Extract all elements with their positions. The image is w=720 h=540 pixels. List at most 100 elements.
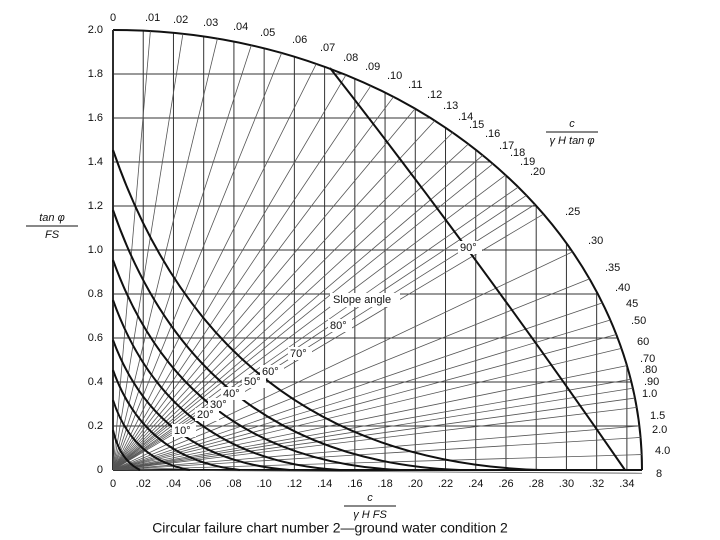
y-tick-label: 1.4 xyxy=(88,156,103,168)
x-tick-label: .18 xyxy=(377,478,392,490)
slope-curve xyxy=(112,149,541,471)
radial-label: .80 xyxy=(642,364,657,376)
radial-line xyxy=(112,96,394,471)
slope-label-bg xyxy=(458,241,482,254)
radial-line xyxy=(112,437,641,471)
radial-line xyxy=(112,387,633,471)
x-tick-label: .10 xyxy=(256,478,271,490)
radial-label: .14 xyxy=(458,111,473,123)
slope-title: Slope angle xyxy=(333,294,391,306)
y-tick-label: 0.6 xyxy=(88,332,103,344)
radial-label: 1.0 xyxy=(642,388,657,400)
y-tick-label: 0.4 xyxy=(88,376,103,388)
slope-label-bg xyxy=(172,424,196,437)
x-tick-label: .12 xyxy=(287,478,302,490)
slope-label-bg xyxy=(208,398,232,411)
slope-label: 60° xyxy=(262,366,279,378)
x-tick-label: .24 xyxy=(468,478,483,490)
y-tick-label: 0.2 xyxy=(88,420,103,432)
radial-label: .90 xyxy=(644,376,659,388)
radial-label: .09 xyxy=(365,61,380,73)
y-tick-label: 0 xyxy=(97,464,103,476)
radial-label: .20 xyxy=(530,166,545,178)
radial-line xyxy=(112,33,184,471)
radial-line xyxy=(112,85,372,471)
x-tick-label: .04 xyxy=(166,478,181,490)
y-label-den: FS xyxy=(45,229,60,241)
radial-label: .05 xyxy=(260,27,275,39)
radial-label: .13 xyxy=(443,100,458,112)
y-tick-label: 2.0 xyxy=(88,24,103,36)
slope-label-bg xyxy=(328,319,352,332)
slope-curve xyxy=(112,259,401,471)
radial-label: .30 xyxy=(588,235,603,247)
radial-line xyxy=(112,45,252,471)
y-tick-label: 1.2 xyxy=(88,200,103,212)
slope-label: 10° xyxy=(174,425,191,437)
slope-label: 80° xyxy=(330,320,347,332)
y-tick-label: 1.8 xyxy=(88,68,103,80)
radial-line xyxy=(112,163,494,471)
radial-label: .02 xyxy=(173,14,188,26)
slope-curve xyxy=(112,429,141,471)
radial-line xyxy=(112,120,436,471)
y-tick-label: 0.8 xyxy=(88,288,103,300)
slope-label: 30° xyxy=(210,399,227,411)
radial-label: 8 xyxy=(656,468,662,480)
radial-line xyxy=(112,31,151,471)
slope-label: 90° xyxy=(460,242,477,254)
radial-line xyxy=(112,74,347,471)
radial-label: .01 xyxy=(145,12,160,24)
radial-line xyxy=(112,425,640,471)
x-tick-label: .20 xyxy=(408,478,423,490)
slope-curve xyxy=(112,399,191,471)
slope-label-bg xyxy=(288,347,312,360)
radial-label: .35 xyxy=(605,262,620,274)
radial-line xyxy=(112,378,631,471)
radial-line xyxy=(112,132,453,471)
radial-label: .16 xyxy=(485,128,500,140)
x-tick-label: .02 xyxy=(136,478,151,490)
radial-line xyxy=(112,155,484,471)
radial-line xyxy=(112,38,218,471)
slope-title-bg xyxy=(330,293,400,307)
slope-label: 70° xyxy=(290,348,307,360)
x-tick-label: .06 xyxy=(196,478,211,490)
slope-label: 40° xyxy=(223,388,240,400)
radial-label: .15 xyxy=(469,119,484,131)
y-tick-label: 1.6 xyxy=(88,112,103,124)
radial-label: 1.5 xyxy=(650,410,665,422)
radial-label: .50 xyxy=(631,315,646,327)
slope-curve xyxy=(329,67,626,471)
radial-line xyxy=(112,334,617,471)
radial-label: .12 xyxy=(427,89,442,101)
radial-line xyxy=(112,365,627,471)
x-tick-label: .30 xyxy=(559,478,574,490)
x-tick-label: .22 xyxy=(438,478,453,490)
x-tick-label: .34 xyxy=(619,478,634,490)
x-tick-label: .32 xyxy=(589,478,604,490)
slope-label-bg xyxy=(221,387,245,400)
radial-line xyxy=(112,319,611,471)
y-label-num: tan φ xyxy=(39,212,65,224)
radial-label: 60 xyxy=(637,336,649,348)
radial-line xyxy=(112,454,642,471)
x-label-num: c xyxy=(367,492,373,504)
radial-label: 4.0 xyxy=(655,445,670,457)
radial-label: .19 xyxy=(520,156,535,168)
radial-label: .18 xyxy=(510,147,525,159)
radial-label: .07 xyxy=(320,42,335,54)
slope-label: 50° xyxy=(244,376,261,388)
radial-label: .11 xyxy=(408,79,422,91)
radial-line xyxy=(112,108,416,471)
radial-line xyxy=(112,347,622,471)
x-tick-label: .26 xyxy=(498,478,513,490)
x-tick-label: .08 xyxy=(226,478,241,490)
radial-line xyxy=(112,174,506,471)
radial-label: .25 xyxy=(565,206,580,218)
radial-line xyxy=(112,52,283,471)
radial-label: .06 xyxy=(292,34,307,46)
y-tick-label: 1.0 xyxy=(88,244,103,256)
